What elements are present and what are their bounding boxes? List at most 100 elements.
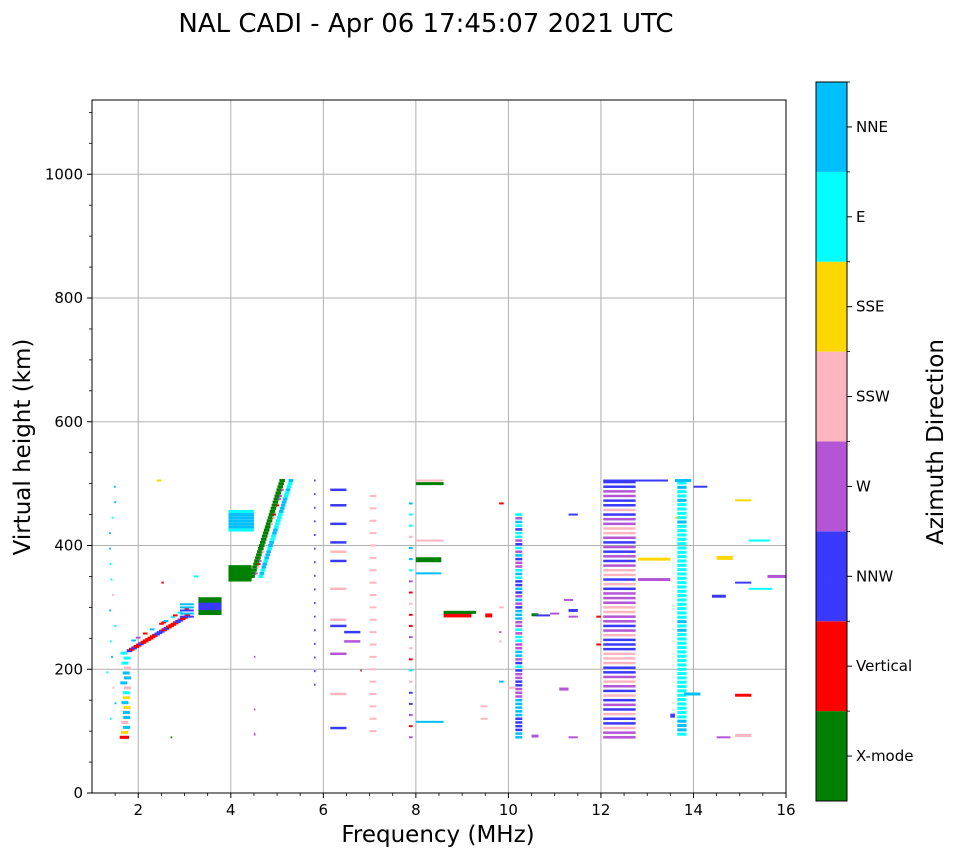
echo-point [408, 647, 413, 650]
y-tick-label: 800 [54, 289, 83, 307]
echo-point [314, 561, 316, 564]
echo-point [198, 602, 222, 606]
echo-point [568, 736, 578, 739]
echo-point [603, 671, 636, 674]
echo-point [603, 582, 636, 586]
echo-point [250, 571, 256, 575]
echo-point [603, 661, 636, 665]
echo-point [515, 546, 523, 550]
echo-point [259, 544, 265, 547]
echo-point [603, 643, 636, 646]
echo-point [286, 485, 292, 489]
echo-point [408, 558, 413, 561]
echo-point [193, 575, 199, 578]
echo-point [228, 525, 254, 529]
colorbar-tick-label: SSW [856, 388, 890, 406]
echo-point [677, 680, 687, 684]
echo-point [515, 628, 523, 631]
echo-point [677, 693, 687, 697]
echo-point [603, 689, 636, 693]
echo-point [109, 640, 112, 643]
echo-point [515, 602, 523, 605]
echo-point [568, 615, 578, 618]
echo-point [254, 559, 260, 563]
echo-point [131, 639, 136, 642]
echo-point [262, 562, 268, 566]
echo-point [677, 481, 687, 485]
echo-point [314, 588, 316, 591]
echo-point [135, 636, 141, 639]
echo-point [677, 494, 687, 498]
echo-point [408, 658, 413, 661]
echo-point [408, 602, 413, 605]
echo-point [249, 574, 255, 578]
echo-point [603, 513, 636, 516]
echo-point [163, 619, 169, 622]
echo-point [515, 669, 523, 672]
echo-point [408, 691, 413, 694]
echo-point [677, 559, 687, 563]
echo-point [603, 722, 636, 725]
echo-point [109, 717, 112, 720]
echo-point [677, 581, 687, 585]
echo-point [314, 520, 316, 523]
echo-point [280, 503, 286, 507]
echo-point [480, 705, 488, 708]
echo-point [281, 488, 284, 491]
echo-point [408, 591, 413, 594]
echo-point [257, 550, 263, 554]
echo-point [369, 519, 377, 522]
echo-point [161, 581, 164, 584]
echo-point [515, 569, 523, 572]
echo-point [415, 572, 442, 575]
colorbar-swatch [816, 711, 847, 801]
echo-point [677, 511, 687, 515]
echo-point [515, 580, 523, 583]
echo-point [330, 541, 347, 544]
echo-point [198, 612, 222, 616]
echo-point [735, 733, 752, 737]
echo-point [369, 717, 377, 720]
echo-point [596, 643, 601, 646]
echo-point [499, 502, 504, 505]
echo-point [314, 642, 316, 645]
echo-point [515, 609, 523, 613]
colorbar-swatch [816, 261, 847, 352]
echo-point [637, 578, 671, 582]
echo-point [515, 717, 523, 720]
echo-point [170, 736, 173, 739]
echo-point [603, 657, 636, 660]
echo-point [256, 553, 262, 557]
echo-point [108, 532, 111, 535]
echo-point [499, 640, 502, 643]
echo-point [735, 581, 752, 584]
echo-point [603, 596, 636, 600]
echo-point [314, 479, 316, 482]
echo-point [670, 713, 675, 718]
echo-point [677, 719, 687, 723]
echo-point [264, 525, 271, 529]
y-tick-label: 600 [54, 413, 83, 431]
plot-area [92, 100, 786, 793]
echo-point [677, 524, 687, 528]
x-tick-label: 16 [776, 801, 795, 819]
echo-point [677, 516, 687, 520]
echo-point [677, 572, 687, 576]
echo-point [264, 556, 270, 560]
echo-point [677, 485, 687, 489]
echo-point [257, 563, 261, 566]
echo-point [603, 620, 636, 623]
echo-point [314, 656, 316, 659]
echo-point [279, 495, 282, 497]
echo-point [159, 622, 164, 625]
echo-point [369, 705, 377, 708]
echo-point [677, 676, 687, 680]
colorbar-swatch [816, 351, 847, 442]
echo-point [270, 506, 277, 510]
echo-point [677, 542, 687, 546]
echo-point [369, 730, 377, 733]
echo-point [515, 635, 523, 639]
echo-point [515, 576, 523, 579]
echo-point [677, 728, 687, 732]
